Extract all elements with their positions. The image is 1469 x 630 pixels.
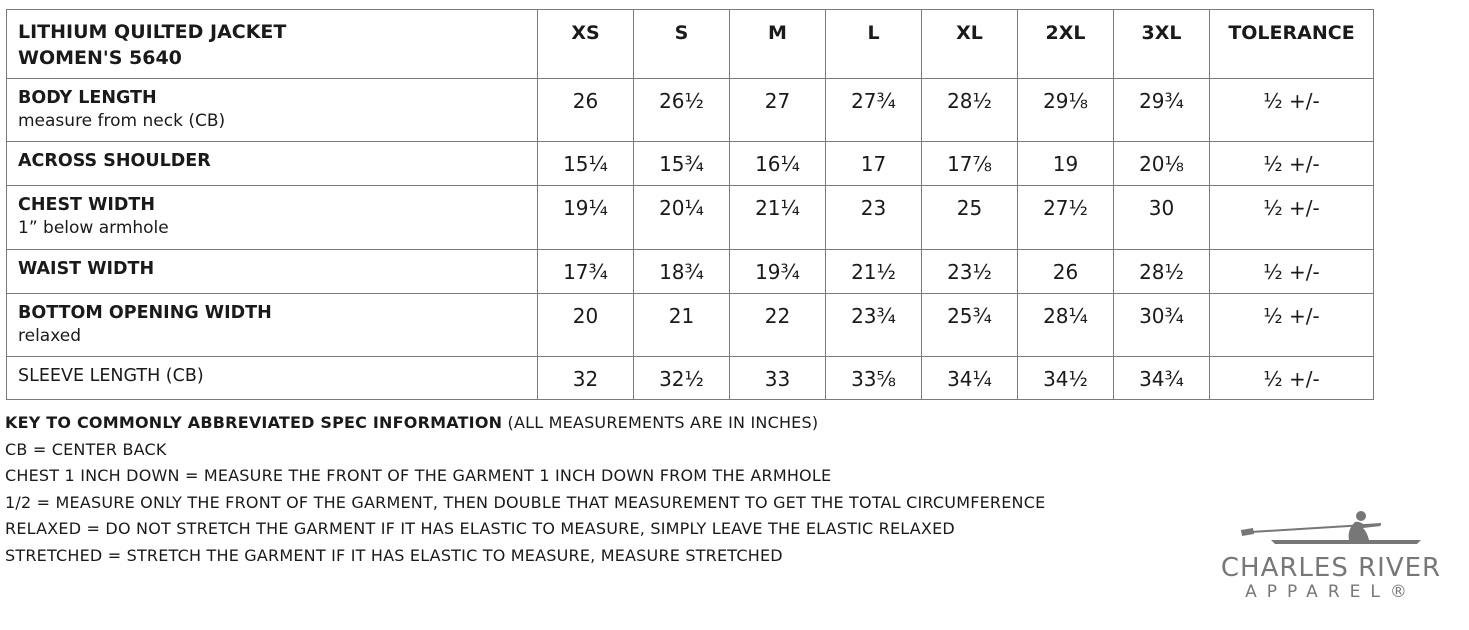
key-heading-rest: (ALL MEASUREMENTS ARE IN INCHES) [502, 413, 819, 432]
measurement-name: CHEST WIDTH [18, 195, 156, 215]
measurement-value: 27¾ [825, 78, 922, 142]
measurement-value: 30¾ [1113, 293, 1210, 357]
logo-subtitle: APPAREL® [1245, 582, 1417, 602]
tolerance-value: ½ +/- [1209, 78, 1374, 142]
measurement-value: 15¾ [633, 141, 730, 186]
measurement-value: 34¾ [1113, 356, 1210, 400]
measurement-label-cell: ACROSS SHOULDER [6, 141, 538, 186]
tolerance-value: ½ +/- [1209, 185, 1374, 250]
measurement-value: 20 [537, 293, 634, 357]
measurement-value: 19¾ [729, 249, 826, 294]
measurement-value: 29¾ [1113, 78, 1210, 142]
measurement-value: 28½ [1113, 249, 1210, 294]
measurement-value: 22 [729, 293, 826, 357]
measurement-value: 16¼ [729, 141, 826, 186]
product-name: LITHIUM QUILTED JACKET [18, 21, 287, 43]
measurement-value: 21½ [825, 249, 922, 294]
table-row: ACROSS SHOULDER 15¼ 15¾ 16¼ 17 17⅞ 19 20⅛ ½ +/- [6, 141, 1374, 186]
measurement-label-cell: BOTTOM OPENING WIDTH relaxed [6, 293, 538, 357]
table-row: BOTTOM OPENING WIDTH relaxed 20 21 22 23¾ 25¾ 2… [6, 293, 1374, 357]
measurement-name: SLEEVE LENGTH (CB) [18, 366, 204, 386]
measurement-value: 33⅝ [825, 356, 922, 400]
note-line: RELAXED = DO NOT STRETCH THE GARMENT IF … [5, 519, 955, 539]
logo-wordmark: CHARLES RIVER [1220, 553, 1442, 583]
table-row: WAIST WIDTH 17¾ 18¾ 19¾ 21½ 23½ 26 28½ ½ +/- [6, 249, 1374, 294]
measurement-value: 34¼ [921, 356, 1018, 400]
size-header: M [729, 9, 826, 79]
rower-icon [1241, 511, 1421, 544]
measurement-name: ACROSS SHOULDER [18, 151, 211, 171]
measurement-value: 17⅞ [921, 141, 1018, 186]
measurement-value: 17¾ [537, 249, 634, 294]
measurement-value: 19¼ [537, 185, 634, 250]
measurement-value: 23¾ [825, 293, 922, 357]
measurement-note: measure from neck (CB) [18, 111, 226, 131]
measurement-label-cell: CHEST WIDTH 1” below armhole [6, 185, 538, 250]
measurement-value: 21¼ [729, 185, 826, 250]
size-header: 3XL [1113, 9, 1210, 79]
table-row: SLEEVE LENGTH (CB) 32 32½ 33 33⅝ 34¼ 34½ 34¾ ½ +… [6, 356, 1374, 400]
measurement-name: BOTTOM OPENING WIDTH [18, 303, 272, 323]
measurement-value: 26½ [633, 78, 730, 142]
measurement-value: 28¼ [1017, 293, 1114, 357]
note-line: CB = CENTER BACK [5, 439, 167, 459]
measurement-value: 33 [729, 356, 826, 400]
charles-river-logo: CHARLES RIVER APPAREL® [1213, 510, 1449, 602]
table-row: BODY LENGTH measure from neck (CB) 26 26½ 27… [6, 78, 1374, 142]
measurement-value: 27 [729, 78, 826, 142]
product-title: LITHIUM QUILTED JACKET WOMEN'S 5640 [6, 9, 538, 79]
measurement-value: 17 [825, 141, 922, 186]
tolerance-header: TOLERANCE [1209, 9, 1374, 79]
measurement-value: 27½ [1017, 185, 1114, 250]
size-spec-table: LITHIUM QUILTED JACKET WOMEN'S 5640 XS S … [6, 9, 1374, 400]
measurement-value: 18¾ [633, 249, 730, 294]
size-header: S [633, 9, 730, 79]
measurement-value: 20¼ [633, 185, 730, 250]
measurement-note: relaxed [18, 326, 82, 346]
measurement-value: 25 [921, 185, 1018, 250]
measurement-value: 29⅛ [1017, 78, 1114, 142]
measurement-value: 28½ [921, 78, 1018, 142]
note-line: 1/2 = MEASURE ONLY THE FRONT OF THE GARM… [5, 492, 1046, 512]
measurement-value: 23 [825, 185, 922, 250]
measurement-value: 32 [537, 356, 634, 400]
measurement-value: 32½ [633, 356, 730, 400]
measurement-value: 25¾ [921, 293, 1018, 357]
measurement-value: 23½ [921, 249, 1018, 294]
tolerance-value: ½ +/- [1209, 293, 1374, 357]
note-line: STRETCHED = STRETCH THE GARMENT IF IT HA… [5, 545, 783, 565]
note-line: CHEST 1 INCH DOWN = MEASURE THE FRONT OF… [5, 466, 832, 486]
size-header: L [825, 9, 922, 79]
key-heading: KEY TO COMMONLY ABBREVIATED SPEC INFORMA… [5, 410, 1045, 437]
size-header: 2XL [1017, 9, 1114, 79]
measurement-label-cell: WAIST WIDTH [6, 249, 538, 294]
measurement-name: BODY LENGTH [18, 88, 157, 108]
measurement-value: 21 [633, 293, 730, 357]
measurement-note: 1” below armhole [18, 218, 169, 238]
header-row: LITHIUM QUILTED JACKET WOMEN'S 5640 XS S … [6, 9, 1374, 79]
measurement-value: 30 [1113, 185, 1210, 250]
spec-key-notes: KEY TO COMMONLY ABBREVIATED SPEC INFORMA… [5, 410, 1045, 570]
measurement-label-cell: SLEEVE LENGTH (CB) [6, 356, 538, 400]
measurement-label-cell: BODY LENGTH measure from neck (CB) [6, 78, 538, 142]
size-header: XS [537, 9, 634, 79]
tolerance-value: ½ +/- [1209, 356, 1374, 400]
measurement-name: WAIST WIDTH [18, 259, 155, 279]
table-row: CHEST WIDTH 1” below armhole 19¼ 20¼ 21¼ 23 25… [6, 185, 1374, 250]
measurement-value: 20⅛ [1113, 141, 1210, 186]
measurement-value: 26 [537, 78, 634, 142]
product-style: WOMEN'S 5640 [18, 47, 182, 69]
measurement-value: 19 [1017, 141, 1114, 186]
size-header: XL [921, 9, 1018, 79]
tolerance-value: ½ +/- [1209, 141, 1374, 186]
key-heading-bold: KEY TO COMMONLY ABBREVIATED SPEC INFORMA… [5, 413, 503, 432]
measurement-value: 15¼ [537, 141, 634, 186]
measurement-value: 34½ [1017, 356, 1114, 400]
measurement-value: 26 [1017, 249, 1114, 294]
tolerance-value: ½ +/- [1209, 249, 1374, 294]
